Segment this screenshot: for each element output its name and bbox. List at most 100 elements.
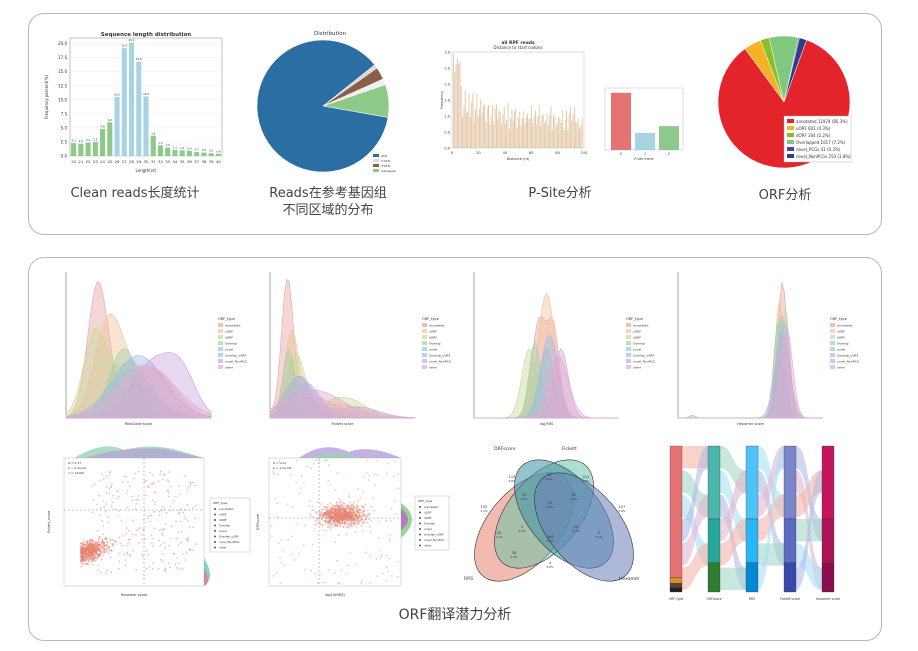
scatter-point — [356, 515, 358, 517]
bar — [567, 129, 569, 148]
scatter-point — [354, 531, 357, 533]
legend-swatch — [830, 347, 835, 351]
scatter-point — [346, 507, 348, 509]
scatter-point — [311, 505, 314, 507]
scatter-point — [83, 544, 86, 546]
y-tick-label: 17.5 — [58, 55, 67, 60]
scatter-point — [129, 553, 131, 556]
scatter-point — [151, 482, 154, 485]
scatter-point — [102, 524, 104, 527]
bar — [507, 102, 509, 148]
legend-swatch — [626, 347, 631, 351]
scatter-point — [334, 513, 336, 516]
scatter-point — [102, 478, 105, 481]
scatter-point — [107, 548, 110, 550]
data-label: 0.6 — [202, 148, 206, 152]
scatter-point — [332, 512, 334, 515]
scatter-point — [364, 503, 367, 506]
scatter-point — [143, 528, 145, 530]
scatter-point — [121, 481, 124, 484]
bar — [453, 54, 454, 148]
scatter-point — [185, 538, 188, 541]
scatter-point — [129, 555, 132, 557]
scatter-point — [348, 493, 350, 496]
data-label: 4.8 — [101, 125, 105, 129]
scatter-point — [143, 480, 146, 483]
venn-region-percent: 0.4% — [570, 497, 577, 501]
legend-label: other — [424, 544, 432, 548]
scatter-point — [352, 507, 354, 510]
sankey-node — [783, 445, 797, 520]
scatter-point — [329, 522, 332, 525]
venn-region-percent: 0.2% — [510, 555, 517, 559]
scatter-point — [314, 524, 316, 526]
scatter-point — [92, 563, 94, 566]
sankey-node — [745, 518, 759, 563]
scatter-point — [346, 513, 349, 516]
scatter-point — [146, 550, 148, 552]
y-tick-label: 1.0 — [444, 115, 450, 119]
scatter-point — [103, 551, 106, 553]
scatter-point — [108, 487, 111, 490]
y-axis-label: Frequency — [440, 91, 444, 109]
scatter-point — [374, 484, 376, 486]
scatter-point — [325, 514, 328, 516]
venn-region-percent: 1.1% — [480, 509, 487, 513]
scatter-point — [315, 517, 318, 520]
scatter-point — [332, 525, 335, 528]
scatter-point — [83, 558, 86, 561]
scatter-point — [346, 519, 349, 522]
scatter-point — [324, 506, 326, 508]
venn-set-label: Hexamer — [619, 576, 640, 582]
scatter-point — [335, 501, 338, 503]
scatter-point — [291, 553, 293, 555]
scatter-point — [160, 470, 162, 473]
scatter-point — [103, 506, 106, 508]
scatter-point — [151, 541, 153, 544]
sankey-node — [821, 445, 835, 520]
scatter-point — [102, 533, 105, 535]
scatter-point — [355, 506, 357, 509]
scatter-point — [184, 475, 187, 477]
scatter-point — [128, 485, 131, 487]
density-plot-fickett: Fickett score ORF_type annotated uORF dORF Ov… — [269, 272, 452, 426]
scatter-point — [161, 506, 164, 508]
scatter-point — [107, 552, 110, 554]
scatter-point — [369, 555, 372, 557]
scatter-point — [161, 509, 163, 512]
scatter-point — [92, 546, 95, 549]
scatter-point — [105, 475, 107, 478]
scatter-point — [157, 480, 160, 483]
scatter-point — [372, 496, 374, 499]
scatter-point — [177, 544, 180, 546]
scatter-point — [359, 519, 362, 522]
caption-translation: ORF翻译潜力分析 — [398, 607, 512, 623]
scatter-point — [279, 556, 281, 559]
scatter-point — [290, 473, 292, 476]
scatter-point — [179, 493, 181, 496]
legend-label: uORF — [424, 511, 432, 515]
scatter-point — [335, 509, 338, 511]
x-tick-label: 40 — [503, 151, 507, 155]
x-tick-label: 24 — [100, 159, 105, 164]
density-curve — [678, 320, 823, 419]
scatter-point — [172, 500, 175, 502]
scatter-point — [103, 544, 106, 547]
chart-title: Sequence length distribution — [101, 32, 191, 38]
scatter-point — [152, 544, 154, 547]
scatter-point — [321, 517, 323, 520]
scatter-point — [90, 543, 92, 546]
scatter-point — [190, 548, 192, 551]
scatter-point — [118, 567, 120, 570]
y-axis-label: Frequency percent(%) — [44, 74, 49, 119]
scatter-point — [317, 519, 319, 522]
scatter-point — [326, 459, 328, 462]
density-curve — [269, 375, 416, 419]
scatter-point — [90, 560, 93, 563]
legend-swatch — [218, 347, 223, 351]
scatter-point — [315, 512, 317, 515]
scatter-point — [83, 538, 85, 541]
scatter-point — [347, 511, 350, 514]
scatter-point — [326, 504, 329, 506]
y-tick-label: 1.5 — [444, 99, 450, 103]
